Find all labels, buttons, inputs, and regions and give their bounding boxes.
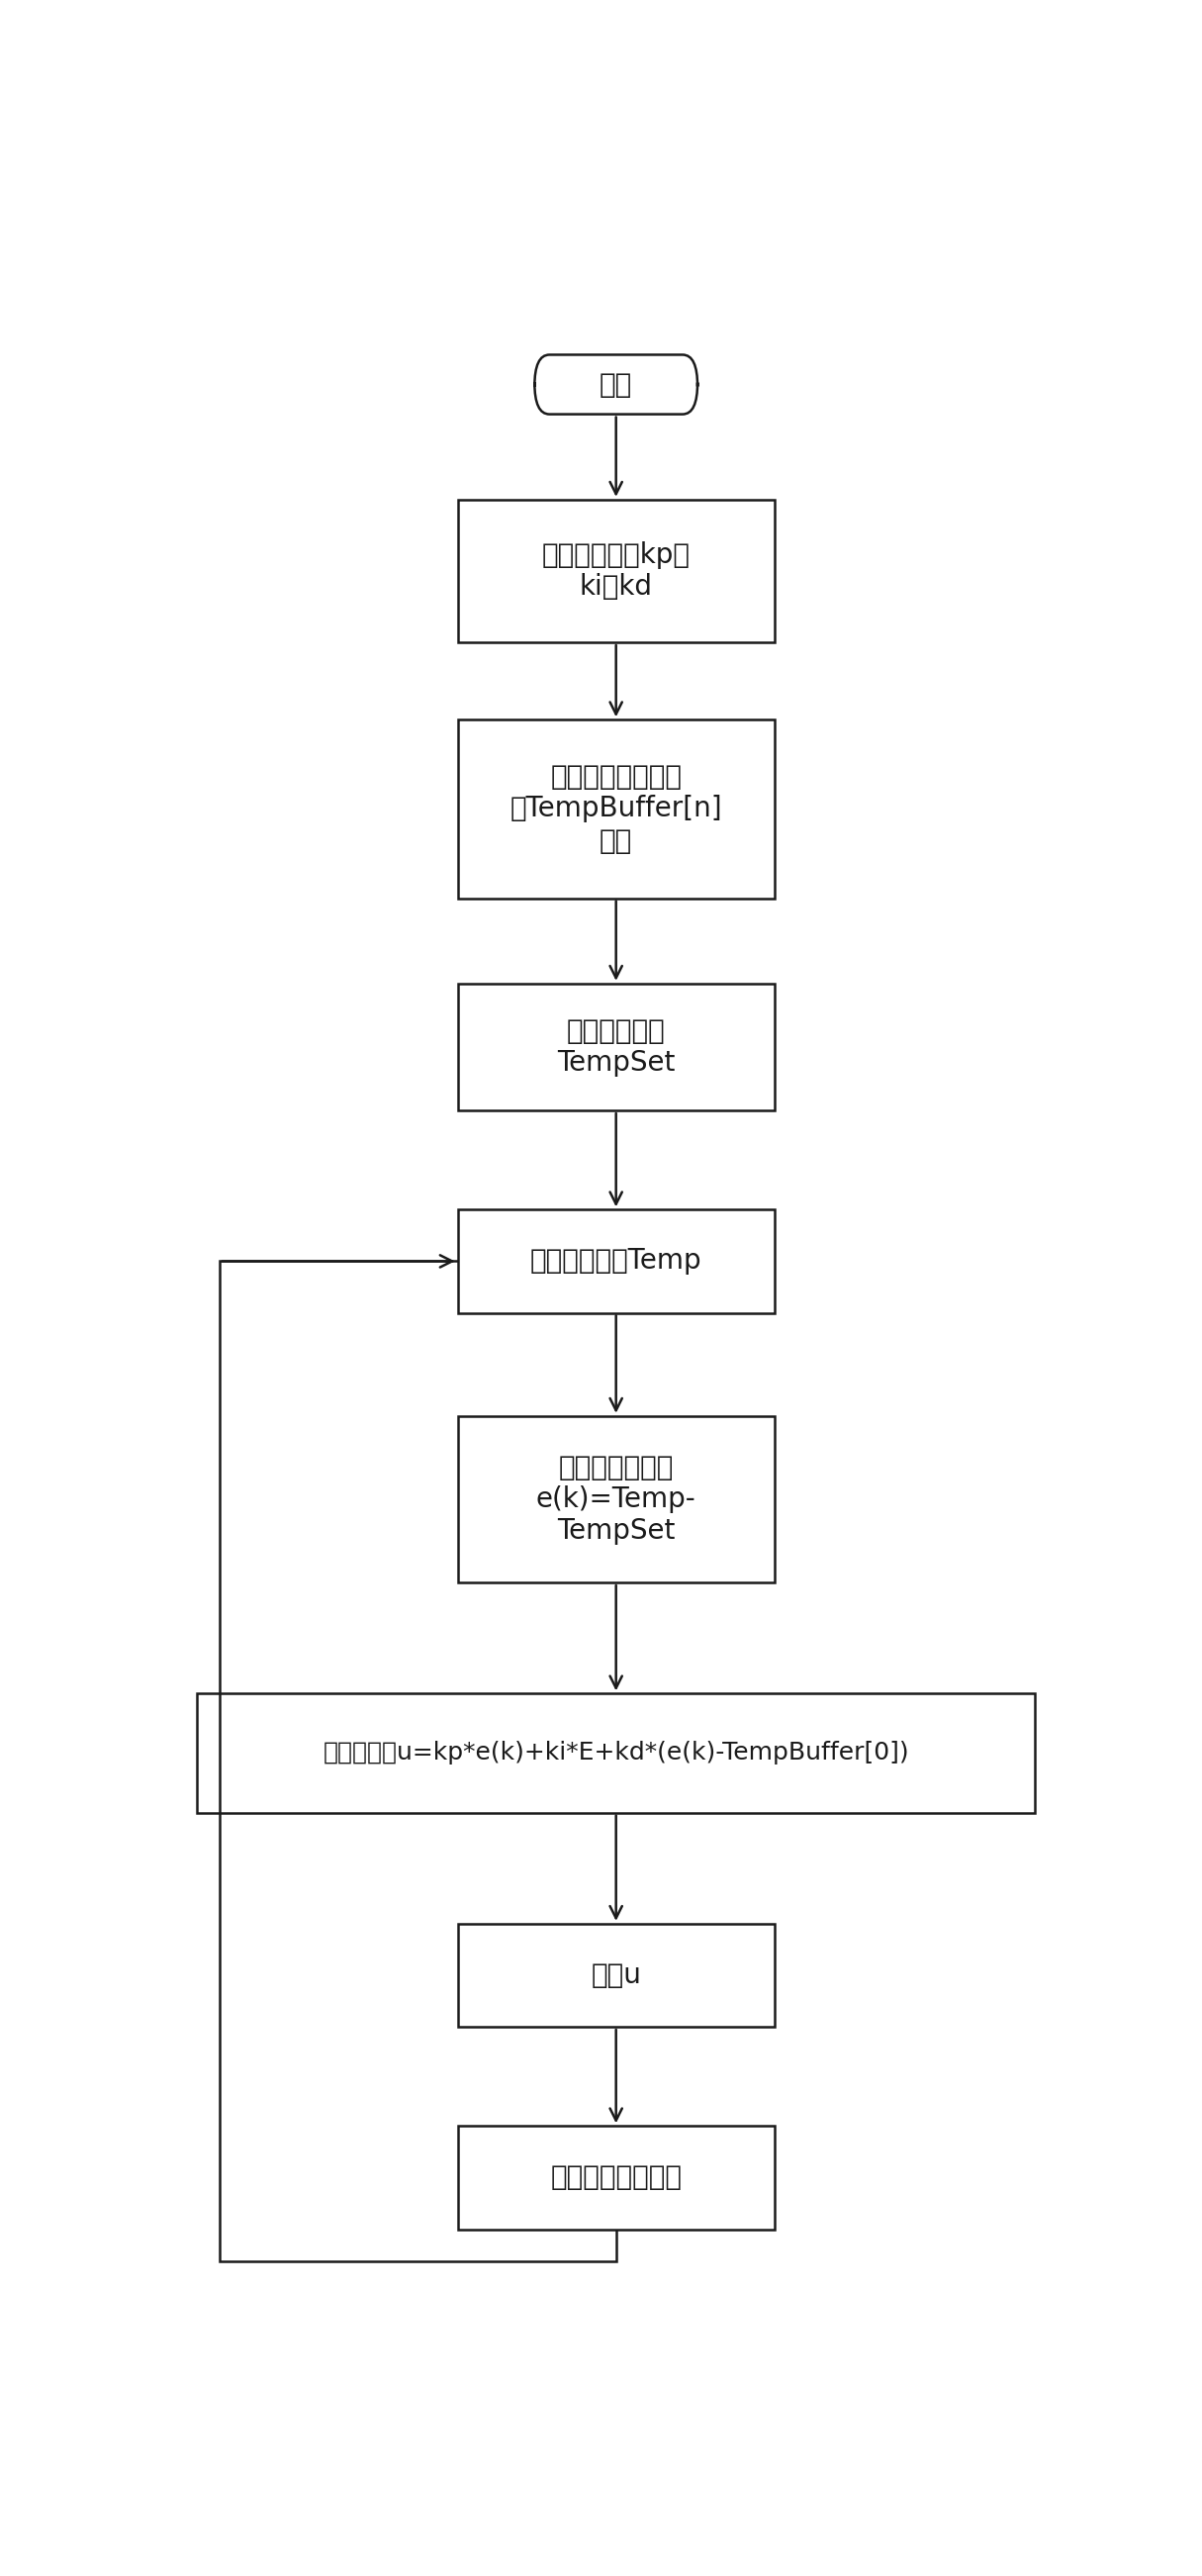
Bar <box>458 2125 774 2228</box>
Text: 开始: 开始 <box>600 371 632 399</box>
Text: 初始化温度缓存队
列TempBuffer[n]
为零: 初始化温度缓存队 列TempBuffer[n] 为零 <box>510 762 722 855</box>
Bar <box>197 1692 1035 1814</box>
Bar <box>458 1211 774 1314</box>
Bar <box>458 984 774 1110</box>
Text: 读取采样温度Temp: 读取采样温度Temp <box>530 1247 702 1275</box>
Text: 设置控制参数kp、
ki、kd: 设置控制参数kp、 ki、kd <box>542 541 690 600</box>
Text: 输出u: 输出u <box>591 1960 641 1989</box>
FancyBboxPatch shape <box>535 355 697 415</box>
Bar <box>458 500 774 641</box>
Bar <box>458 1924 774 2027</box>
Text: 设置目标温度
TempSet: 设置目标温度 TempSet <box>557 1018 676 1077</box>
Bar <box>458 1417 774 1582</box>
Text: 更新温度缓存队列: 更新温度缓存队列 <box>551 2164 682 2192</box>
Text: 计算温度误差值
e(k)=Temp-
TempSet: 计算温度误差值 e(k)=Temp- TempSet <box>536 1453 696 1546</box>
Text: 计算控制量u=kp*e(k)+ki*E+kd*(e(k)-TempBuffer[0]): 计算控制量u=kp*e(k)+ki*E+kd*(e(k)-TempBuffer[… <box>323 1741 909 1765</box>
Bar <box>458 719 774 899</box>
